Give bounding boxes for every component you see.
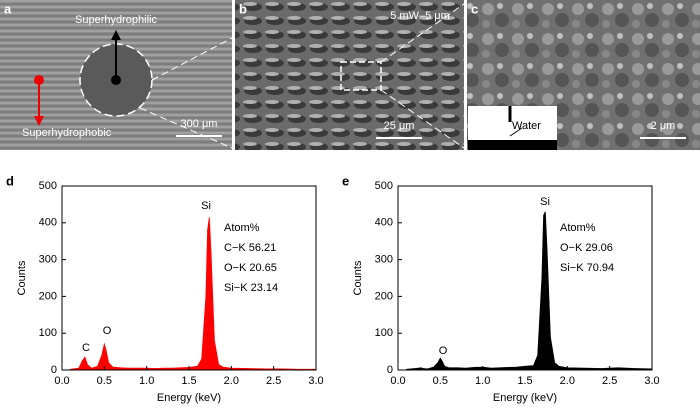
annotation: C xyxy=(82,342,90,354)
dot xyxy=(111,75,121,85)
annotation: Si xyxy=(540,196,550,208)
scale-label: 2 μm xyxy=(651,120,676,132)
x-axis-label: Energy (keV) xyxy=(493,392,557,404)
panel-letter: d xyxy=(6,173,14,188)
x-tick-label: 2.0 xyxy=(560,375,575,387)
x-tick-label: 1.5 xyxy=(181,375,196,387)
annotation: Si xyxy=(201,200,211,212)
zoom-box xyxy=(340,61,382,91)
annotation: O xyxy=(103,325,112,337)
x-tick-label: 1.0 xyxy=(139,375,154,387)
zoom-line xyxy=(380,89,465,149)
x-axis-label: Energy (keV) xyxy=(157,392,221,404)
y-tick-label: 400 xyxy=(39,217,57,229)
inset-label: Water xyxy=(512,120,541,132)
panel-letter: a xyxy=(4,1,12,16)
y-tick-label: 100 xyxy=(39,327,57,339)
y-tick-label: 300 xyxy=(39,254,57,266)
panel-letter: c xyxy=(471,1,478,16)
dot xyxy=(34,75,44,85)
inset-substrate xyxy=(468,140,557,150)
annotation: Si−K 70.94 xyxy=(560,262,614,274)
spectrum xyxy=(70,217,317,371)
x-tick-label: 0.5 xyxy=(433,375,448,387)
panel-letter: b xyxy=(239,1,247,16)
y-tick-label: 100 xyxy=(375,327,393,339)
plot-frame xyxy=(397,185,653,371)
annotation: C−K 56.21 xyxy=(224,242,276,254)
annotation: Si−K 23.14 xyxy=(224,282,278,294)
panel-c: c Water 2 μm xyxy=(467,0,700,150)
annotation: O−K 29.06 xyxy=(560,242,613,254)
zoom-line xyxy=(139,107,233,149)
y-tick-label: 200 xyxy=(375,290,393,302)
x-tick-label: 2.5 xyxy=(266,375,281,387)
y-tick-label: 200 xyxy=(39,290,57,302)
zoom-line xyxy=(151,37,233,81)
label: Superhydrophobic xyxy=(22,127,112,139)
spectrum xyxy=(406,211,653,371)
label: 5 mW–5 μm xyxy=(390,10,450,22)
x-tick-label: 0.0 xyxy=(54,375,69,387)
pointer xyxy=(509,127,523,137)
panel-letter: e xyxy=(342,173,349,188)
y-axis-label: Counts xyxy=(16,260,28,295)
annotation: O−K 20.65 xyxy=(224,262,277,274)
plot-frame xyxy=(61,185,317,371)
x-tick-label: 0.0 xyxy=(390,375,405,387)
label: Superhydrophilic xyxy=(75,14,157,26)
y-tick-label: 500 xyxy=(375,180,393,192)
panel-b: b 5 mW–5 μm 25 μm xyxy=(235,0,465,150)
x-tick-label: 2.5 xyxy=(602,375,617,387)
y-tick-label: 0 xyxy=(51,364,57,376)
y-tick-label: 0 xyxy=(387,364,393,376)
x-tick-label: 3.0 xyxy=(308,375,323,387)
scale-label: 300 μm xyxy=(181,118,218,130)
arrowhead xyxy=(34,116,44,126)
panel-a: a Superhydrophilic Superhydrophobic 300 … xyxy=(0,0,233,150)
x-tick-label: 1.0 xyxy=(475,375,490,387)
annotation: Atom% xyxy=(224,222,260,234)
arrowhead xyxy=(111,30,121,40)
x-tick-label: 3.0 xyxy=(644,375,659,387)
x-tick-label: 0.5 xyxy=(97,375,112,387)
x-tick-label: 2.0 xyxy=(224,375,239,387)
x-tick-label: 1.5 xyxy=(517,375,532,387)
y-tick-label: 400 xyxy=(375,217,393,229)
annotation: Atom% xyxy=(560,222,596,234)
y-tick-label: 500 xyxy=(39,180,57,192)
scale-label: 25 μm xyxy=(384,120,415,132)
y-axis-label: Counts xyxy=(352,260,364,295)
annotation: O xyxy=(439,345,448,357)
zoom-line xyxy=(380,3,465,63)
sem-image xyxy=(235,0,464,150)
y-tick-label: 300 xyxy=(375,254,393,266)
